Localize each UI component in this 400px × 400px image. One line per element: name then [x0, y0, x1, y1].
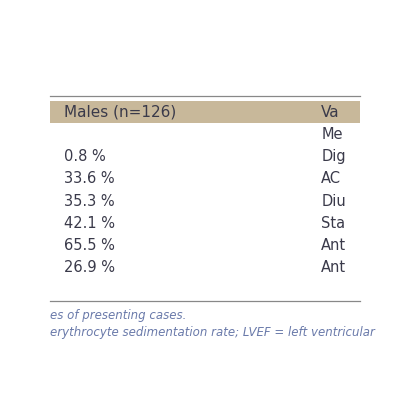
FancyBboxPatch shape [50, 168, 360, 190]
Text: Sta: Sta [321, 216, 345, 231]
FancyBboxPatch shape [50, 234, 360, 256]
FancyBboxPatch shape [50, 256, 360, 279]
Text: Ant: Ant [321, 260, 346, 275]
FancyBboxPatch shape [50, 124, 360, 146]
Text: Diu: Diu [321, 194, 346, 208]
Text: Ant: Ant [321, 238, 346, 253]
Text: 35.3 %: 35.3 % [64, 194, 114, 208]
Text: 65.5 %: 65.5 % [64, 238, 115, 253]
Text: 42.1 %: 42.1 % [64, 216, 115, 231]
Text: AC: AC [321, 171, 341, 186]
Text: erythrocyte sedimentation rate; LVEF = left ventricular: erythrocyte sedimentation rate; LVEF = l… [50, 326, 375, 340]
Text: Dig: Dig [321, 149, 346, 164]
Text: 33.6 %: 33.6 % [64, 171, 114, 186]
FancyBboxPatch shape [50, 146, 360, 168]
Text: Va: Va [321, 105, 340, 120]
Text: Males (n=126): Males (n=126) [64, 105, 176, 120]
FancyBboxPatch shape [50, 212, 360, 234]
Text: Me: Me [321, 127, 343, 142]
Text: 26.9 %: 26.9 % [64, 260, 115, 275]
FancyBboxPatch shape [50, 190, 360, 212]
Text: 0.8 %: 0.8 % [64, 149, 106, 164]
FancyBboxPatch shape [50, 101, 360, 124]
Text: es of presenting cases.: es of presenting cases. [50, 308, 186, 322]
